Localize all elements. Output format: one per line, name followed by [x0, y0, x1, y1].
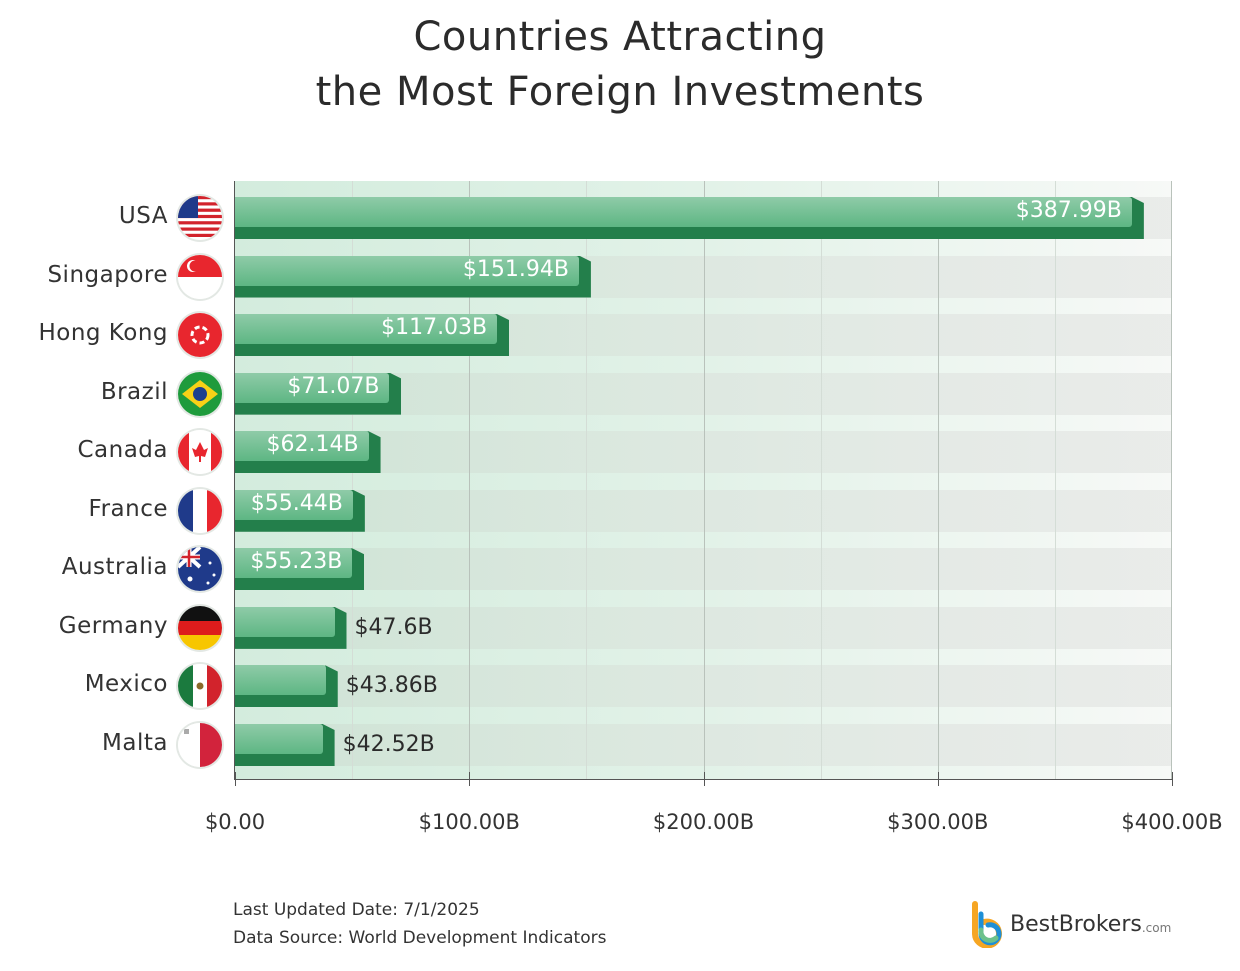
brazil-flag-icon	[178, 371, 222, 416]
x-tick-label: $400.00B	[1121, 810, 1223, 834]
gridline	[937, 181, 939, 779]
gridline	[1054, 181, 1056, 779]
bar-face	[235, 314, 498, 345]
category-label: USA	[118, 203, 168, 229]
x-tick-label: $300.00B	[887, 810, 989, 834]
bar-face	[235, 665, 326, 696]
gridline	[820, 181, 822, 779]
x-tick-label: $0.00	[204, 810, 266, 834]
x-tick-label: $200.00B	[652, 810, 755, 834]
value-label: $42.52B	[342, 732, 435, 758]
chart-title-line-1: Countries Attracting	[413, 14, 827, 60]
value-label: $151.94B	[462, 256, 569, 282]
x-tick	[235, 772, 236, 786]
y-axis-line	[234, 181, 235, 780]
category-label: Singapore	[47, 261, 168, 288]
x-tick-label: $100.00B	[418, 810, 520, 834]
bar-singapore	[235, 255, 591, 298]
bestbrokers-logo: BestBrokers .com	[970, 900, 1171, 948]
value-label: $55.23B	[250, 549, 343, 575]
canada-flag-icon	[178, 430, 222, 475]
bar-canada	[235, 431, 381, 473]
hong-kong-flag-icon	[178, 313, 222, 358]
category-label: France	[88, 495, 168, 522]
gridline	[586, 181, 588, 779]
chart-title-line-2: the Most Foreign Investments	[315, 69, 925, 115]
bar-mexico	[235, 665, 338, 707]
category-label: Germany	[58, 612, 168, 639]
category-label: Mexico	[84, 671, 168, 698]
bar-brazil	[235, 372, 401, 415]
france-flag-icon	[178, 488, 222, 533]
logo-text: BestBrokers	[1010, 911, 1142, 937]
bar-hong-kong	[235, 314, 509, 356]
australia-flag-icon	[178, 547, 222, 592]
gridline	[703, 181, 705, 779]
bar-germany	[235, 606, 347, 649]
logo-icon	[972, 901, 1002, 948]
category-label: Malta	[102, 730, 168, 757]
last-updated: Last Updated Date: 7/1/2025	[233, 900, 480, 920]
value-label: $62.14B	[266, 432, 359, 458]
bar-face	[235, 197, 1132, 227]
bar-usa	[235, 197, 1144, 239]
gridline	[352, 181, 354, 779]
category-label: Australia	[61, 554, 168, 581]
bar-face	[235, 548, 353, 579]
x-tick	[1172, 772, 1173, 786]
value-label: $55.44B	[250, 490, 343, 516]
x-tick	[469, 772, 471, 786]
value-label: $43.86B	[345, 673, 438, 699]
value-label: $387.99B	[1015, 198, 1122, 223]
category-label: Brazil	[100, 378, 168, 405]
value-label: $71.07B	[287, 373, 380, 399]
value-label: $117.03B	[381, 315, 488, 341]
x-tick	[703, 772, 705, 786]
malta-flag-icon	[178, 723, 222, 768]
gridline	[1171, 181, 1172, 779]
bar-face	[235, 606, 335, 637]
mexico-flag-icon	[178, 664, 222, 709]
category-label: Canada	[77, 437, 168, 464]
bar-face	[235, 372, 390, 403]
bar-france	[235, 489, 365, 532]
germany-flag-icon	[178, 605, 222, 650]
logo-suffix: .com	[1141, 921, 1172, 935]
x-tick	[937, 772, 939, 786]
bar-face	[235, 255, 579, 286]
bar-face	[235, 489, 353, 520]
data-source: Data Source: World Development Indicator…	[233, 928, 607, 948]
value-label: $47.6B	[354, 614, 433, 640]
gridline	[469, 181, 471, 779]
singapore-flag-icon	[178, 254, 222, 299]
bar-malta	[235, 724, 335, 766]
bar-face	[235, 431, 369, 462]
category-label: Hong Kong	[38, 320, 168, 347]
bar-australia	[235, 548, 364, 590]
bar-face	[235, 724, 323, 755]
us-flag-icon	[178, 196, 222, 240]
